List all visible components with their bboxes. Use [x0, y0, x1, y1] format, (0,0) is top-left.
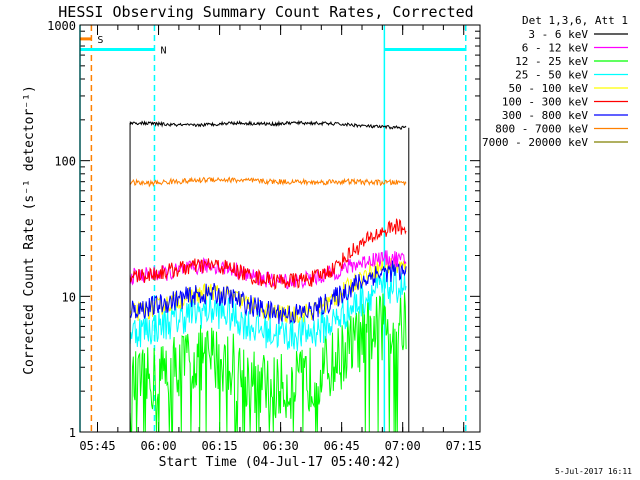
- series-line: [129, 119, 407, 130]
- x-tick-label: 07:15: [446, 439, 482, 453]
- legend-label: 800 - 7000 keV: [495, 123, 588, 136]
- x-tick-label: 06:45: [324, 439, 360, 453]
- x-tick-label: 07:00: [385, 439, 421, 453]
- series-line: [129, 250, 407, 290]
- plot-area: 1 10 100 1000 05:45 06:00 06:15 06:30 06:45 07:00…: [47, 19, 482, 453]
- legend-label: 50 - 100 keV: [509, 82, 589, 95]
- legend-label: 6 - 12 keV: [522, 42, 589, 55]
- series-line: [129, 260, 407, 325]
- series-line: [129, 176, 407, 188]
- legend-label: 12 - 25 keV: [515, 55, 588, 68]
- x-tick-label: 06:00: [140, 439, 176, 453]
- series-line: [129, 292, 407, 433]
- legend-label: 25 - 50 keV: [515, 69, 588, 82]
- x-axis-label: Start Time (04-Jul-17 05:40:42): [159, 455, 402, 470]
- series-line: [129, 257, 407, 324]
- flag-label: S: [97, 35, 103, 46]
- plot-frame: [79, 24, 481, 433]
- y-tick-label: 100: [54, 155, 76, 169]
- x-tick-label: 06:15: [202, 439, 238, 453]
- series-line: [129, 218, 407, 291]
- legend-label: 300 - 800 keV: [502, 109, 588, 122]
- legend-label: 7000 - 20000 keV: [482, 136, 588, 149]
- legend-title: Det 1,3,6, Att 1: [522, 14, 628, 27]
- x-tick-label: 06:30: [263, 439, 299, 453]
- y-tick-label: 10: [62, 290, 76, 304]
- x-tick-label: 05:45: [79, 439, 115, 453]
- y-axis-label: Corrected Count Rate (s⁻¹ detector⁻¹): [22, 85, 37, 375]
- flag-label: N: [160, 45, 166, 56]
- legend-label: 3 - 6 keV: [528, 28, 588, 41]
- footer-date: 5-Jul-2017 16:11: [555, 467, 632, 476]
- y-tick-label: 1000: [47, 19, 76, 33]
- series-line: [129, 267, 407, 352]
- chart-title: HESSI Observing Summary Count Rates, Cor…: [58, 3, 473, 21]
- legend-label: 100 - 300 keV: [502, 96, 588, 109]
- y-tick-label: 1: [69, 426, 76, 440]
